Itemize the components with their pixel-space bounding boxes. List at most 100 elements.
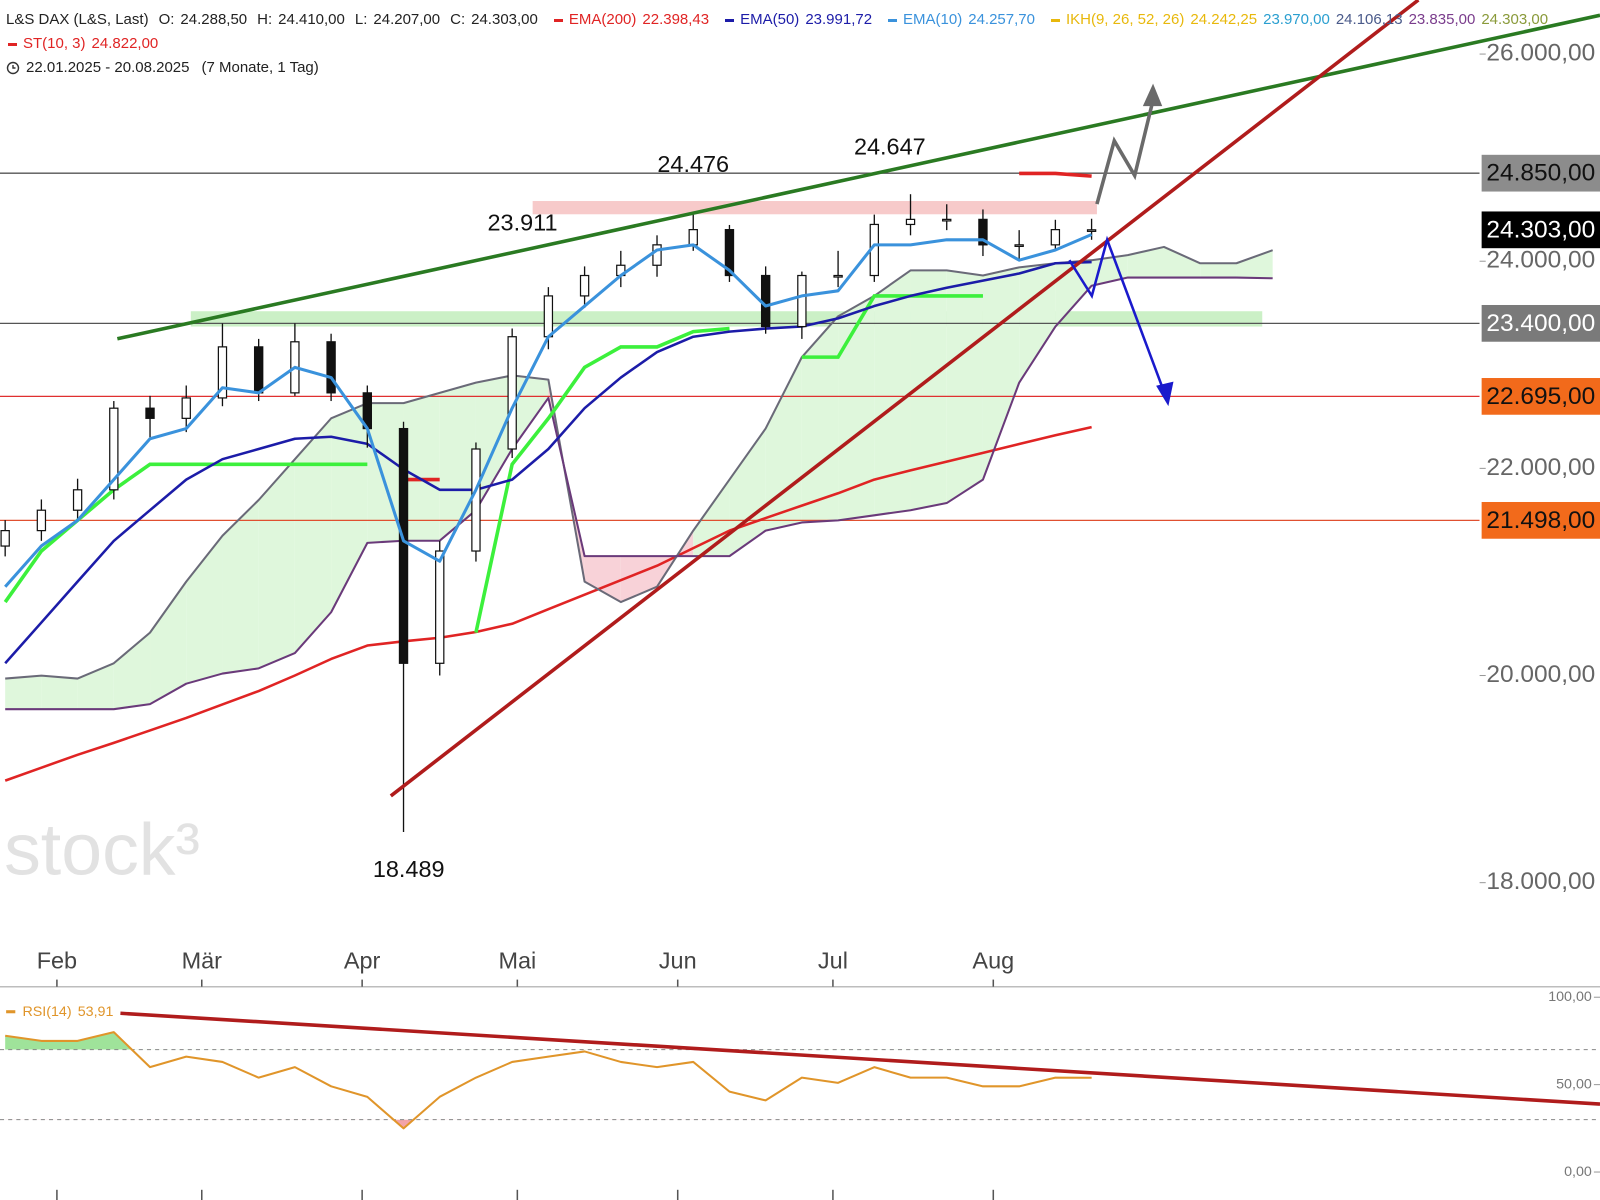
- candle-body: [579, 274, 590, 297]
- clock-icon: [6, 61, 20, 75]
- rsi-legend: RSI(14) 53,91: [22, 1004, 113, 1020]
- legend-marker: [888, 18, 898, 22]
- candle-body: [833, 274, 843, 278]
- candle-body: [253, 346, 264, 394]
- legend-name: RSI(14): [22, 1004, 71, 1020]
- cloud-segment: [41, 675, 78, 710]
- cloud-segment: [512, 375, 549, 449]
- ohlc-label: H:: [257, 11, 273, 28]
- legend-value: 22.398,43: [642, 11, 710, 28]
- legend: L&S DAX (L&S, Last) O: 24.288,50 H: 24.410,0…: [6, 8, 1548, 80]
- candle-body: [543, 295, 554, 338]
- ohlc-value: 24.207,00: [373, 11, 441, 28]
- arrow-head: [1142, 83, 1163, 107]
- y-tick-label: 18.000,00: [1486, 868, 1595, 895]
- cloud-segment: [729, 428, 766, 557]
- price-annotation: 24.647: [854, 133, 926, 159]
- data-layer: [0, 171, 1480, 833]
- legend-value: 53,91: [78, 1004, 114, 1020]
- rsi-trendline: [120, 1011, 1600, 1106]
- legend-value: 24.303,00: [1481, 11, 1549, 28]
- upper-trendline: [116, 13, 1600, 341]
- period-note: (7 Monate, 1 Tag): [201, 59, 319, 76]
- ohlc-value: 24.303,00: [471, 11, 538, 28]
- candle-body: [507, 336, 517, 450]
- level-label: 21.498,00: [1486, 507, 1595, 534]
- ema-line: [4, 425, 1092, 782]
- level-label-box: [1481, 304, 1600, 342]
- watermark: stock³: [4, 808, 200, 891]
- candle-body: [978, 218, 988, 246]
- candle-body: [1086, 229, 1097, 232]
- legend-name: EMA(50): [740, 11, 800, 28]
- x-tick-label: Mär: [182, 947, 223, 973]
- ema-line: [4, 260, 1092, 665]
- lower-trendline: [389, 0, 1420, 798]
- cloud-segment: [222, 499, 259, 674]
- cloud-segment: [910, 270, 947, 511]
- ichimoku-span-b: [5, 276, 1273, 711]
- candle-body: [760, 274, 771, 328]
- candle-body: [398, 427, 409, 664]
- cloud-segment: [258, 459, 295, 669]
- x-tick-label: Mai: [498, 947, 536, 973]
- legend-marker: [725, 18, 735, 22]
- candle-body: [724, 229, 735, 277]
- ohlc-label: C:: [450, 11, 466, 28]
- legend-marker: [553, 18, 563, 22]
- candle-body: [1014, 244, 1024, 247]
- cloud-segment: [1164, 246, 1201, 278]
- cloud-segment: [946, 270, 983, 504]
- legend-row: L&S DAX (L&S, Last) O: 24.288,50 H: 24.410,0…: [6, 8, 1548, 32]
- legend-value: 23.835,00: [1408, 11, 1476, 28]
- cloud-segment: [186, 535, 223, 684]
- y-tick-label: 24.000,00: [1486, 247, 1595, 274]
- cloud-segment: [693, 479, 730, 557]
- arrow-head: [1156, 381, 1174, 407]
- cloud-segment: [439, 382, 476, 541]
- candle-body: [435, 550, 445, 664]
- candle-body: [652, 244, 662, 266]
- ohlc-value: 24.410,00: [278, 11, 345, 28]
- candle-body: [797, 274, 807, 328]
- candle-body: [145, 407, 155, 419]
- cloud-segment: [331, 403, 368, 613]
- cloud-segment: [294, 418, 332, 654]
- cloud-segment: [765, 357, 802, 531]
- candle-body: [1050, 229, 1061, 246]
- legend-marker: [1050, 18, 1060, 22]
- price-annotation: 23.911: [488, 210, 558, 236]
- level-label-box: [1481, 378, 1600, 415]
- legend-value: 24.242,25: [1190, 11, 1258, 28]
- legend-marker: [8, 42, 17, 46]
- support-zone: [190, 311, 1263, 327]
- legend-name: IKH(9, 26, 52, 26): [1065, 11, 1185, 28]
- legend-marker: [6, 1010, 16, 1014]
- rsi-overbought-fill: [5, 1032, 1092, 1050]
- cloud-segment: [801, 316, 839, 523]
- x-tick-label: Apr: [344, 947, 381, 973]
- cloud-segment: [874, 270, 911, 516]
- cloud-segment: [5, 675, 42, 710]
- resistance-zone: [532, 201, 1097, 215]
- x-tick-label: Jul: [818, 947, 848, 973]
- cloud-segment: [77, 663, 114, 710]
- y-tick-label: 22.000,00: [1486, 454, 1595, 481]
- ema-line: [4, 233, 1093, 588]
- cloud-segment: [584, 556, 621, 603]
- y-tick-label: 50,00: [1556, 1076, 1592, 1092]
- legend-value: 24.106,13: [1335, 11, 1403, 28]
- candle-body: [326, 341, 336, 394]
- cloud-segment: [1127, 246, 1165, 278]
- cloud-segment: [403, 392, 440, 541]
- cloud-segment: [838, 295, 875, 521]
- legend-value: 23.991,72: [805, 11, 873, 28]
- level-label-box: [1481, 211, 1600, 249]
- y-tick-label: 26.000,00: [1486, 40, 1595, 67]
- bull-scenario-arrow: [1095, 99, 1155, 205]
- supertrend-line: [474, 326, 730, 634]
- bear-scenario-arrow: [1068, 235, 1165, 391]
- candle-body: [688, 229, 698, 246]
